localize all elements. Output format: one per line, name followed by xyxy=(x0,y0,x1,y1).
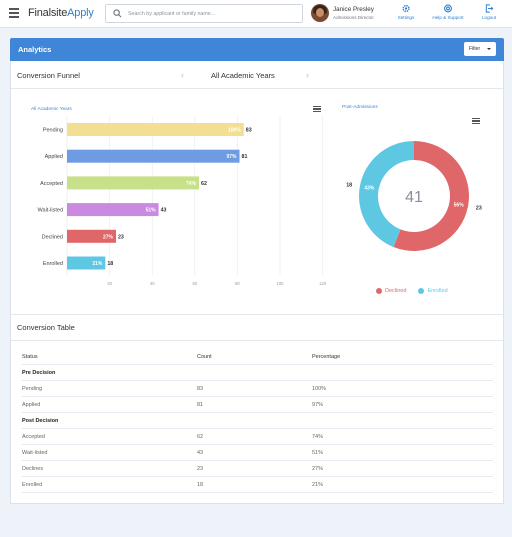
table-row: Wait-listed 43 51% xyxy=(22,445,493,461)
next-period-arrow-icon[interactable]: › xyxy=(306,70,309,80)
search-input[interactable] xyxy=(128,7,298,21)
slice-value-label-0: 23 xyxy=(476,206,482,212)
bar-value-label-1: 81 xyxy=(242,154,248,160)
donut-center-total: 41 xyxy=(405,189,423,206)
filter-button[interactable]: Filter xyxy=(464,42,496,56)
conversion-table: Status Count Percentage Pre Decision Pen… xyxy=(22,349,493,493)
category-label-0: Pending xyxy=(43,128,63,134)
period-label: All Academic Years xyxy=(211,71,275,80)
column-header-status: Status xyxy=(22,354,38,360)
gear-icon xyxy=(402,4,410,13)
bar-accepted xyxy=(67,176,200,190)
x-tick-label-80: 80 xyxy=(235,281,240,286)
hamburger-menu-icon[interactable] xyxy=(9,8,19,18)
bar-percent-label-2: 74% xyxy=(186,181,197,187)
bar-percent-label-5: 21% xyxy=(92,261,103,267)
group-row-post-decision: Post Decision xyxy=(22,413,493,429)
table-row: Accepted 62 74% xyxy=(22,429,493,445)
x-tick-label-60: 60 xyxy=(192,281,197,286)
table-top-divider xyxy=(11,314,503,315)
analytics-header: Analytics Filter xyxy=(10,38,504,61)
table-row: Enrolled 18 21% xyxy=(22,477,493,493)
bar-percent-label-3: 51% xyxy=(146,208,157,214)
post-admissions-donut: Post-Admissions 56% 23 43% 18 41 xyxy=(330,98,500,288)
analytics-title: Analytics xyxy=(18,45,52,54)
slice-percent-label-1: 43% xyxy=(364,185,375,191)
bar-percent-label-1: 97% xyxy=(227,154,238,160)
bar-chart-svg: All Academic Years 20 40 60 80 100 120 Pending 1… xyxy=(31,106,327,286)
prev-period-arrow-icon[interactable]: ‹ xyxy=(181,70,184,80)
column-header-count: Count xyxy=(197,354,212,360)
donut-legend: Declined Enrolled xyxy=(376,288,448,294)
bar-chart-title: All Academic Years xyxy=(31,106,72,112)
legend-item-declined[interactable]: Declined xyxy=(376,288,406,294)
table-row: Pending 83 100% xyxy=(22,381,493,397)
bar-value-label-2: 62 xyxy=(201,181,207,187)
settings-link[interactable]: Settings xyxy=(391,4,421,20)
category-label-4: Declined xyxy=(42,234,63,240)
avatar[interactable] xyxy=(311,4,329,22)
donut-slice-declined xyxy=(393,141,469,251)
bar-pending xyxy=(67,123,244,136)
logout-link[interactable]: Logout xyxy=(475,4,503,20)
category-label-5: Enrolled xyxy=(43,261,63,267)
bar-enrolled xyxy=(67,256,106,270)
slice-value-label-1: 18 xyxy=(346,182,352,188)
bar-declined xyxy=(67,229,116,243)
category-label-1: Applied xyxy=(45,154,63,160)
funnel-divider xyxy=(11,88,503,89)
donut-chart-title: Post-Admissions xyxy=(342,104,378,110)
funnel-bar-chart: All Academic Years 20 40 60 80 100 120 Pending 1… xyxy=(16,100,327,290)
slice-percent-label-0: 56% xyxy=(454,203,465,209)
group-row-pre-decision: Pre Decision xyxy=(22,365,493,381)
caret-down-icon xyxy=(487,48,491,50)
bar-applied xyxy=(67,149,240,163)
table-row: Declines 23 27% xyxy=(22,461,493,477)
bar-value-label-4: 23 xyxy=(118,234,124,240)
search-icon xyxy=(113,9,122,18)
funnel-title: Conversion Funnel xyxy=(17,71,80,80)
user-name: Janice Presley xyxy=(333,6,374,13)
bar-percent-label-4: 27% xyxy=(103,234,114,240)
bar-value-label-0: 83 xyxy=(246,128,252,134)
legend-item-enrolled[interactable]: Enrolled xyxy=(418,288,448,294)
category-label-3: Wait-listed xyxy=(38,208,63,214)
table-title: Conversion Table xyxy=(17,323,75,332)
search-box[interactable] xyxy=(105,4,303,23)
help-support-link[interactable]: Help & Support xyxy=(426,4,470,20)
bar-value-label-5: 18 xyxy=(107,261,113,267)
bar-wait-listed xyxy=(67,203,159,217)
donut-chart-svg: Post-Admissions 56% 23 43% 18 41 xyxy=(342,104,482,251)
x-tick-label-40: 40 xyxy=(150,281,155,286)
top-bar: FinalsiteApply Janice Presley Admissions… xyxy=(0,0,512,28)
user-role: Admissions Director xyxy=(333,15,374,20)
category-label-2: Accepted xyxy=(40,181,63,187)
app-logo[interactable]: FinalsiteApply xyxy=(28,7,94,19)
donut-slice-enrolled xyxy=(359,141,414,248)
help-icon xyxy=(444,4,452,13)
bar-value-label-3: 43 xyxy=(161,208,167,214)
table-title-divider xyxy=(11,340,503,341)
logout-icon xyxy=(485,4,494,13)
bar-percent-label-0: 100% xyxy=(228,128,241,134)
x-tick-label-120: 120 xyxy=(319,281,326,286)
x-tick-label-100: 100 xyxy=(277,281,285,286)
table-row: Applied 81 97% xyxy=(22,397,493,413)
table-header-row: Status Count Percentage xyxy=(22,349,493,365)
column-header-percentage: Percentage xyxy=(312,354,341,360)
donut-chart-menu-icon[interactable] xyxy=(472,118,480,124)
x-tick-label-20: 20 xyxy=(107,281,112,286)
bar-chart-menu-icon[interactable] xyxy=(313,106,321,112)
